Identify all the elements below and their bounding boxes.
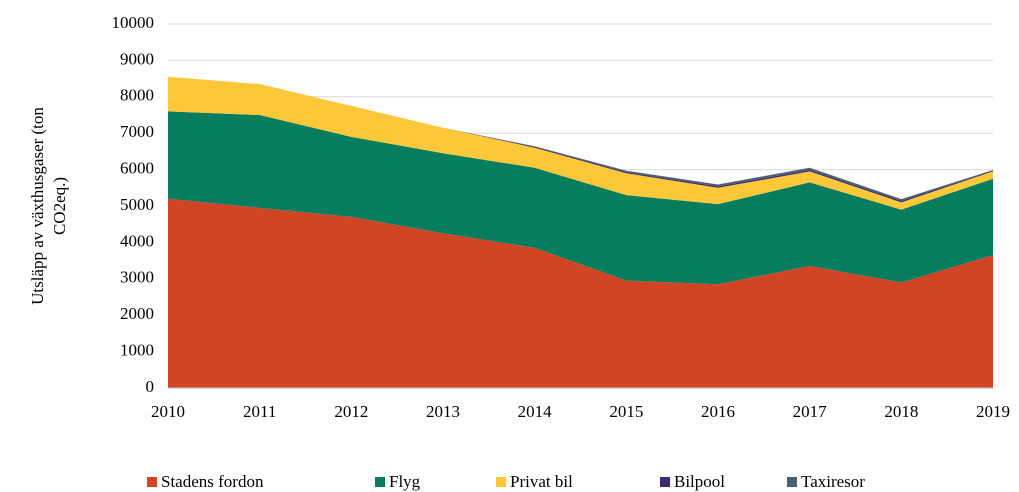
legend-swatch	[496, 477, 506, 487]
y-tick-label: 5000	[120, 195, 154, 214]
y-label-line: CO2eq.)	[50, 177, 69, 235]
y-tick-label: 7000	[120, 122, 154, 141]
y-tick-label: 1000	[120, 341, 154, 360]
y-tick-label: 8000	[120, 86, 154, 105]
legend-swatch	[375, 477, 385, 487]
legend-swatch	[660, 477, 670, 487]
y-tick-label: 6000	[120, 159, 154, 178]
legend-label: Taxiresor	[801, 472, 865, 491]
y-tick-label: 0	[146, 377, 155, 396]
x-tick-label: 2012	[334, 402, 368, 421]
x-tick-label: 2017	[793, 402, 828, 421]
legend-label: Bilpool	[674, 472, 725, 491]
y-tick-label: 10000	[112, 13, 155, 32]
x-tick-label: 2011	[243, 402, 276, 421]
x-tick-label: 2013	[426, 402, 460, 421]
legend-swatch	[147, 477, 157, 487]
x-tick-label: 2010	[151, 402, 185, 421]
legend-label: Stadens fordon	[161, 472, 264, 491]
area	[168, 198, 993, 388]
area	[168, 76, 993, 210]
y-tick-label: 2000	[120, 304, 154, 323]
x-tick-label: 2018	[884, 402, 918, 421]
area	[168, 111, 993, 285]
y-tick-label: 9000	[120, 49, 154, 68]
y-tick-label: 4000	[120, 231, 154, 250]
x-tick-label: 2016	[701, 402, 735, 421]
y-tick-label: 3000	[120, 268, 154, 287]
x-tick-label: 2015	[609, 402, 643, 421]
legend-swatch	[787, 477, 797, 487]
legend-label: Flyg	[389, 472, 421, 491]
legend-label: Privat bil	[510, 472, 573, 491]
y-axis-label: Utsläpp av växthusgaser (ton CO2eq.)	[28, 107, 69, 305]
y-label-line: Utsläpp av växthusgaser (ton	[28, 107, 47, 305]
x-tick-label: 2014	[518, 402, 553, 421]
x-tick-label: 2019	[976, 402, 1010, 421]
